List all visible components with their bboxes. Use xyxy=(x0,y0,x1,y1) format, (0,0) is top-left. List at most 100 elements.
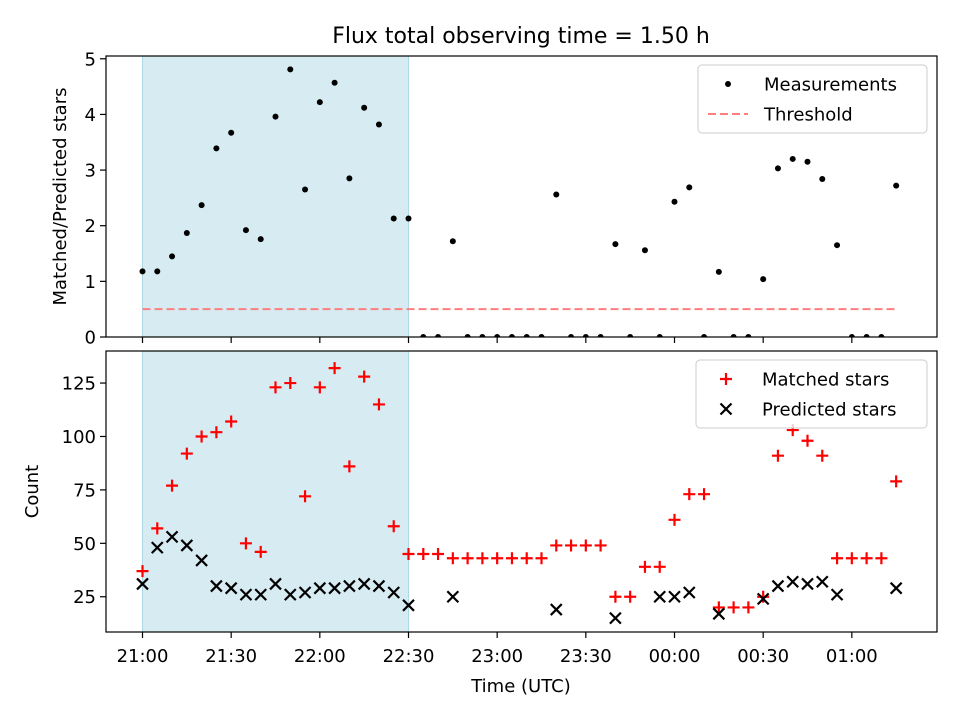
measurement-point xyxy=(760,276,767,283)
measurement-point xyxy=(538,334,545,337)
matched-stars-point xyxy=(180,447,193,460)
predicted-stars-point xyxy=(756,592,770,606)
matched-stars-point xyxy=(890,475,903,488)
measurement-point xyxy=(612,241,619,248)
predicted-stars-point xyxy=(446,590,460,604)
predicted-stars-point xyxy=(830,588,844,601)
matched-stars-point xyxy=(801,434,814,447)
matched-stars-point xyxy=(151,522,164,535)
measurement-point xyxy=(878,334,885,337)
matched-stars-point xyxy=(358,370,371,383)
y-tick-label: 4 xyxy=(85,105,96,126)
measurement-point xyxy=(213,145,220,152)
measurement-point xyxy=(183,229,190,236)
predicted-stars-point xyxy=(328,581,341,595)
predicted-stars-point xyxy=(786,575,799,589)
predicted-stars-point xyxy=(180,539,194,552)
measurement-point xyxy=(863,334,870,337)
measurement-point xyxy=(331,79,338,86)
measurement-point xyxy=(272,113,279,120)
measurement-point xyxy=(287,66,294,73)
predicted-stars-point xyxy=(254,588,267,601)
measurement-point xyxy=(730,334,737,337)
axes-frame xyxy=(105,350,938,633)
measurement-point xyxy=(198,202,205,209)
matched-stars-point xyxy=(712,601,725,614)
axes-frame xyxy=(105,55,938,338)
matched-stars-point xyxy=(831,552,844,565)
x-tick-label: 22:00 xyxy=(294,646,346,667)
legend-measurements-swatch xyxy=(725,81,731,87)
measurement-point xyxy=(848,334,855,337)
legend: Measurements Threshold xyxy=(697,64,928,134)
measurement-point xyxy=(169,253,176,260)
legend-label: Threshold xyxy=(763,105,853,126)
matched-stars-point xyxy=(313,381,326,394)
data-layer xyxy=(139,66,900,337)
matched-stars-point xyxy=(860,552,873,565)
matched-stars-point xyxy=(387,520,400,533)
predicted-stars-point xyxy=(816,575,829,589)
y-tick-label: 2 xyxy=(85,216,96,237)
measurement-point xyxy=(449,238,456,245)
y-axis-label: Matched/Predicted stars xyxy=(50,88,71,306)
matched-stars-point xyxy=(550,539,563,552)
predicted-stars-point xyxy=(151,541,164,554)
measurement-point xyxy=(819,175,826,182)
predicted-stars-point xyxy=(801,577,814,591)
measurement-point xyxy=(139,268,146,275)
x-tick-label: 23:30 xyxy=(560,646,612,667)
measurement-point xyxy=(774,165,781,172)
predicted-stars-point xyxy=(343,579,356,593)
predicted-stars-point xyxy=(357,577,371,591)
matched-stars-point xyxy=(535,552,548,565)
matched-stars-point xyxy=(239,537,252,550)
y-tick-label: 125 xyxy=(62,374,96,395)
shaded-interval xyxy=(142,55,409,338)
legend: Matched stars Predicted stars xyxy=(695,359,928,429)
measurement-point xyxy=(316,99,323,106)
x-tick-label: 00:30 xyxy=(737,646,789,667)
measurement-point xyxy=(656,334,663,337)
predicted-stars-point xyxy=(550,603,563,616)
legend-box xyxy=(695,359,928,429)
predicted-stars-point xyxy=(224,581,238,595)
y-tick-label: 1 xyxy=(85,272,96,293)
bottom-panel: 25 50 75 100 125 Count 21:00 21:30 22:00 22:30 23:… xyxy=(22,350,938,697)
measurement-point xyxy=(361,104,368,111)
matched-stars-point xyxy=(343,460,356,473)
measurement-point xyxy=(420,334,427,337)
measurement-point xyxy=(715,268,722,275)
x-tick-label: 21:30 xyxy=(205,646,257,667)
y-tick-label: 0 xyxy=(85,328,96,349)
measurement-point xyxy=(834,242,841,249)
measurement-point xyxy=(804,158,811,165)
y-tick-label: 3 xyxy=(85,161,96,182)
predicted-stars-point xyxy=(313,581,327,595)
measurement-point xyxy=(597,334,604,337)
matched-stars-point xyxy=(225,415,238,428)
matched-stars-point xyxy=(476,552,489,565)
predicted-stars-point xyxy=(136,577,149,591)
matched-stars-point xyxy=(136,565,149,578)
x-tick-label: 23:00 xyxy=(471,646,523,667)
measurement-point xyxy=(375,121,382,128)
legend-box xyxy=(697,64,928,134)
measurement-point xyxy=(390,215,397,222)
matched-stars-point xyxy=(875,552,888,565)
predicted-stars-point xyxy=(771,579,785,593)
data-layer xyxy=(136,362,903,625)
matched-stars-point xyxy=(491,552,504,565)
matched-stars-point xyxy=(816,449,829,462)
x-tick-label: 00:00 xyxy=(649,646,701,667)
matched-stars-point xyxy=(402,548,415,561)
measurement-point xyxy=(523,334,530,337)
measurement-point xyxy=(228,129,235,136)
chart-title: Flux total observing time = 1.50 h xyxy=(332,24,710,49)
measurement-point xyxy=(553,191,560,198)
measurement-point xyxy=(568,334,575,337)
matched-stars-point xyxy=(594,539,607,552)
matched-stars-point xyxy=(668,513,681,526)
matched-stars-point xyxy=(299,490,312,503)
measurement-point xyxy=(405,215,412,222)
